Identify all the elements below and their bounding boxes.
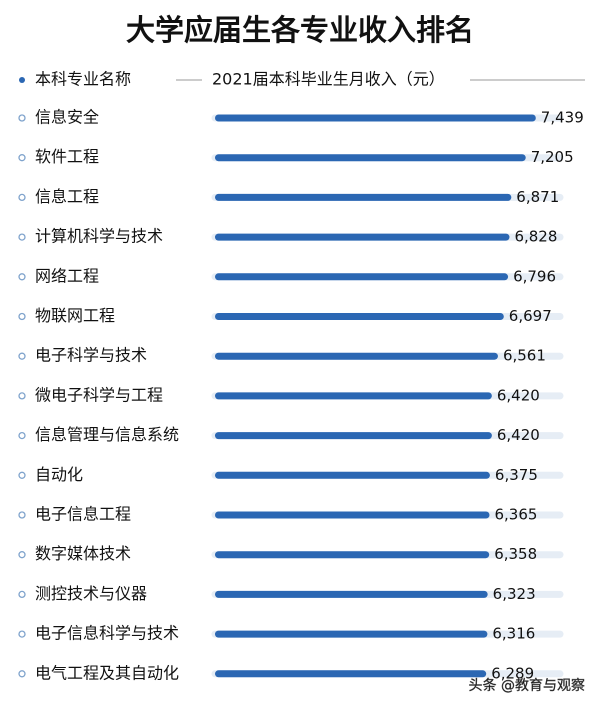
value-label: 7,205: [531, 148, 574, 166]
value-label: 6,871: [516, 188, 559, 206]
category-label: 软件工程: [35, 147, 99, 166]
bar: [215, 193, 512, 201]
row-bullet: [18, 352, 26, 360]
header-bullet: [19, 77, 25, 83]
row-bullet: [18, 233, 26, 241]
value-label: 6,375: [495, 466, 538, 484]
value-label: 6,561: [503, 347, 546, 365]
category-label: 信息安全: [35, 108, 99, 127]
bar: [215, 273, 509, 281]
category-label: 计算机科学与技术: [35, 227, 163, 246]
category-axis-title: 本科专业名称: [35, 70, 131, 89]
value-label: 6,316: [492, 625, 535, 643]
row-bullet: [18, 551, 26, 559]
bar: [215, 313, 504, 320]
value-label: 6,358: [494, 545, 537, 563]
value-label: 6,365: [494, 506, 537, 524]
value-label: 6,323: [493, 585, 536, 603]
bar: [215, 432, 492, 440]
value-label: 6,420: [497, 426, 540, 444]
row-bullet: [18, 114, 26, 122]
category-label: 电子信息工程: [35, 505, 131, 524]
category-label: 物联网工程: [35, 306, 115, 325]
bar: [215, 352, 498, 360]
bar: [215, 392, 492, 400]
value-label: 6,420: [497, 386, 540, 404]
category-label: 网络工程: [35, 266, 99, 285]
category-label: 信息工程: [35, 187, 99, 206]
row-bullet: [18, 630, 26, 638]
row-bullet: [18, 154, 26, 162]
bar: [215, 233, 510, 241]
value-axis-title: 2021届本科毕业生月收入（元）: [212, 70, 445, 89]
row-bullet: [18, 431, 26, 440]
bar: [215, 551, 490, 559]
chart-title: 大学应届生各专业收入排名: [126, 13, 474, 47]
category-label: 电气工程及其自动化: [35, 663, 179, 682]
bar: [215, 670, 487, 678]
category-label: 微电子科学与工程: [35, 385, 163, 404]
value-label: 6,697: [509, 307, 552, 325]
category-label: 数字媒体技术: [35, 544, 131, 563]
bar: [215, 114, 536, 122]
row-bullet: [18, 511, 26, 519]
category-label: 自动化: [35, 465, 83, 484]
bar: [215, 630, 488, 638]
row-bullet: [18, 193, 26, 202]
value-label: 6,796: [513, 267, 556, 285]
row-bullet: [18, 471, 26, 479]
watermark: 头条 @教育与观察: [469, 677, 585, 694]
row-bullet: [18, 273, 26, 281]
bar: [215, 590, 488, 598]
value-label: 7,439: [541, 109, 584, 127]
value-label: 6,289: [491, 664, 534, 682]
category-label: 测控技术与仪器: [35, 584, 147, 603]
row-bullet: [18, 590, 26, 599]
bar: [215, 471, 490, 479]
category-label: 电子信息科学与技术: [35, 624, 179, 643]
row-bullet: [18, 670, 26, 678]
value-label: 6,828: [514, 228, 557, 246]
bar: [215, 511, 490, 519]
category-label: 电子科学与技术: [35, 346, 147, 365]
row-bullet: [18, 312, 26, 321]
category-label: 信息管理与信息系统: [35, 425, 179, 444]
bar: [215, 154, 526, 162]
row-bullet: [18, 392, 26, 400]
